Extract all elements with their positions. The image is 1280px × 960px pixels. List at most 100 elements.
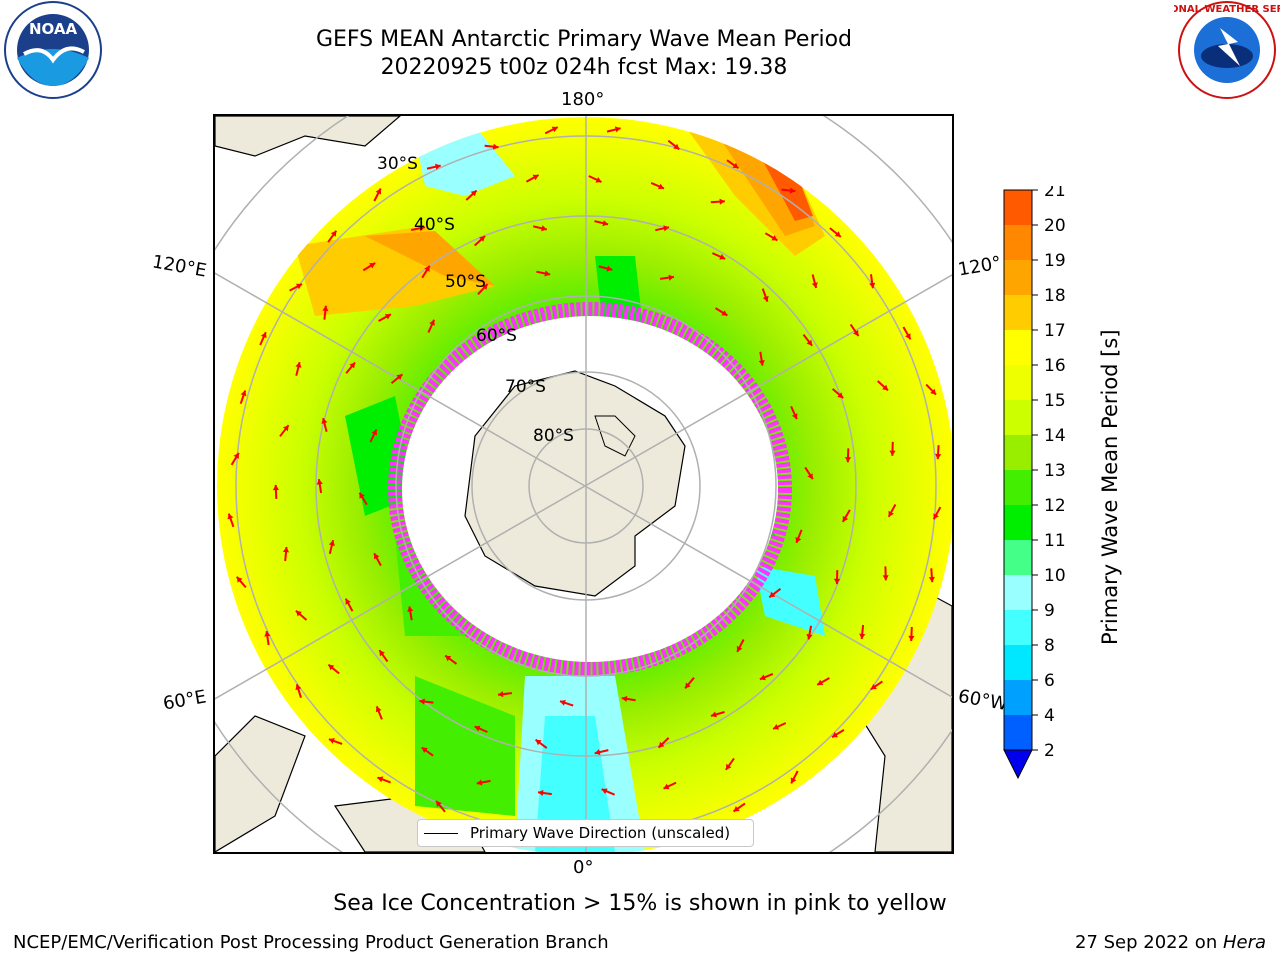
wave-direction-arrow-head: [474, 725, 481, 732]
wave-direction-arrow-head: [359, 492, 365, 499]
wave-direction-arrow-head: [663, 225, 669, 232]
chart-subtitle: 20220925 t00z 024h fcst Max: 19.38: [380, 55, 788, 80]
wave-direction-arrow-head: [771, 235, 778, 241]
wave-direction-arrow-head: [668, 274, 674, 281]
lat-label-30s: 30°S: [377, 154, 418, 174]
wave-direction-arrow-head: [396, 374, 403, 380]
wave-direction-arrow-head: [349, 362, 355, 369]
colorbar-tick-label: 20: [1044, 216, 1066, 236]
colorbar-tick-label: 14: [1044, 426, 1066, 446]
wave-direction-arrow-head: [721, 310, 728, 316]
colorbar-segment: [1004, 190, 1032, 225]
colorbar-segment: [1004, 610, 1032, 645]
colorbar-segment: [1004, 330, 1032, 365]
wave-direction-arrow-head: [853, 330, 859, 336]
wave-direction-arrow-head: [328, 540, 335, 546]
wave-direction-arrow-head: [888, 510, 894, 517]
wave-direction-arrow-head: [837, 392, 844, 398]
wave-direction-arrow-head: [272, 484, 279, 491]
lon-label-top: 180°: [561, 89, 605, 110]
wave-direction-arrow-head: [295, 362, 302, 368]
wave-direction-arrow-head: [240, 390, 247, 397]
colorbar-tick-label: 18: [1044, 286, 1066, 306]
wave-direction-arrow-head: [377, 776, 384, 783]
wave-direction-arrow-head: [328, 664, 335, 671]
lon-label-lower-left: 60°E: [161, 686, 208, 715]
sea-ice-note: Sea Ice Concentration > 15% is shown in …: [333, 891, 947, 916]
lat-label-60s: 60°S: [476, 326, 517, 346]
wave-direction-arrow-head: [375, 706, 382, 713]
wave-direction-arrow-head: [435, 163, 441, 170]
wave-direction-arrow-head: [538, 789, 544, 796]
colorbar-extend-arrow: [1003, 749, 1033, 780]
noaa-logo-text: NOAA: [29, 20, 78, 38]
legend-label: Primary Wave Direction (unscaled): [470, 824, 731, 842]
colorbar-tick-label: 2: [1044, 741, 1055, 761]
colorbar-tick-label: 15: [1044, 391, 1066, 411]
wave-direction-arrow-head: [424, 265, 430, 272]
colorbar-segment: [1004, 505, 1032, 540]
footer-credit: NCEP/EMC/Verification Post Processing Pr…: [13, 932, 609, 953]
wave-direction-arrow-head: [369, 263, 376, 269]
wave-direction-arrow-head: [479, 236, 485, 242]
nws-logo-text: NATIONAL WEATHER SERVICE: [1174, 4, 1280, 15]
wave-direction-arrow-head: [375, 188, 382, 195]
wave-direction-arrow-head: [481, 284, 488, 290]
wave-direction-arrow-head: [260, 332, 267, 339]
wave-direction-arrow-head: [905, 333, 911, 340]
wave-direction-arrow-head: [345, 598, 351, 605]
wave-direction-arrow-head: [870, 683, 877, 690]
wave-direction-arrow-head: [833, 578, 841, 585]
wave-direction-arrow-head: [551, 126, 558, 133]
legend: Primary Wave Direction (unscaled): [417, 819, 754, 847]
colorbar-segment: [1004, 715, 1032, 750]
wave-direction-arrow-head: [429, 319, 435, 326]
wave-direction-arrow-head: [732, 162, 739, 169]
wave-direction-arrow-head: [844, 457, 852, 463]
wave-direction-arrow-head: [621, 695, 628, 702]
colorbar-tick-label: 12: [1044, 496, 1066, 516]
wave-direction-arrow-head: [283, 425, 289, 432]
wave-direction-arrow-head: [371, 429, 377, 436]
wave-direction-arrow-head: [601, 788, 608, 795]
lat-label-40s: 40°S: [414, 215, 455, 235]
colorbar-segment: [1004, 470, 1032, 505]
colorbar-segment: [1004, 540, 1032, 575]
wave-direction-arrow-head: [296, 283, 302, 290]
nws-logo: NATIONAL WEATHER SERVICE: [1144, 0, 1280, 102]
wave-direction-arrow-head: [711, 711, 717, 718]
wave-direction-arrow-head: [769, 591, 776, 598]
wave-direction-arrow-head: [594, 749, 601, 756]
wave-direction-arrow-head: [436, 801, 442, 807]
wave-direction-arrow-head: [933, 513, 939, 520]
wave-direction-arrow-head: [817, 679, 824, 685]
colorbar-segment: [1004, 680, 1032, 715]
wave-direction-arrow-head: [374, 553, 380, 560]
colorbar-segment: [1004, 400, 1032, 435]
wave-direction-arrow-head: [859, 633, 866, 639]
colorbar-segment: [1004, 575, 1032, 610]
wave-direction-arrow-head: [789, 187, 796, 194]
footer-date: 27 Sep 2022 on Hera: [1075, 932, 1266, 953]
wave-direction-arrow-head: [842, 515, 849, 522]
colorbar-tick-label: 6: [1044, 671, 1055, 691]
wave-direction-arrow-head: [930, 388, 936, 395]
wave-direction-arrow-head: [295, 684, 302, 691]
map-panel: 30°S 40°S 50°S 60°S 70°S 80°S Primary Wa…: [213, 114, 954, 854]
wave-direction-arrow-head: [493, 143, 499, 150]
lat-label-80s: 80°S: [533, 426, 574, 446]
wave-direction-arrow-head: [476, 779, 483, 786]
wave-direction-arrow-head: [719, 253, 726, 260]
colorbar-tick-label: 21: [1044, 186, 1066, 201]
colorbar-tick-label: 8: [1044, 636, 1055, 656]
wave-direction-arrow-head: [606, 265, 613, 272]
noaa-logo: NOAA: [2, 0, 104, 102]
chart-title: GEFS MEAN Antarctic Primary Wave Mean Pe…: [315, 27, 853, 52]
lat-label-50s: 50°S: [445, 272, 486, 292]
wave-direction-arrow-head: [832, 731, 838, 738]
wave-direction-arrow-head: [719, 198, 725, 205]
wave-direction-arrow-head: [421, 747, 428, 753]
wave-direction-arrow-head: [614, 126, 621, 133]
footer-machine: Hera: [1222, 932, 1266, 953]
wave-direction-arrow-head: [725, 763, 732, 770]
